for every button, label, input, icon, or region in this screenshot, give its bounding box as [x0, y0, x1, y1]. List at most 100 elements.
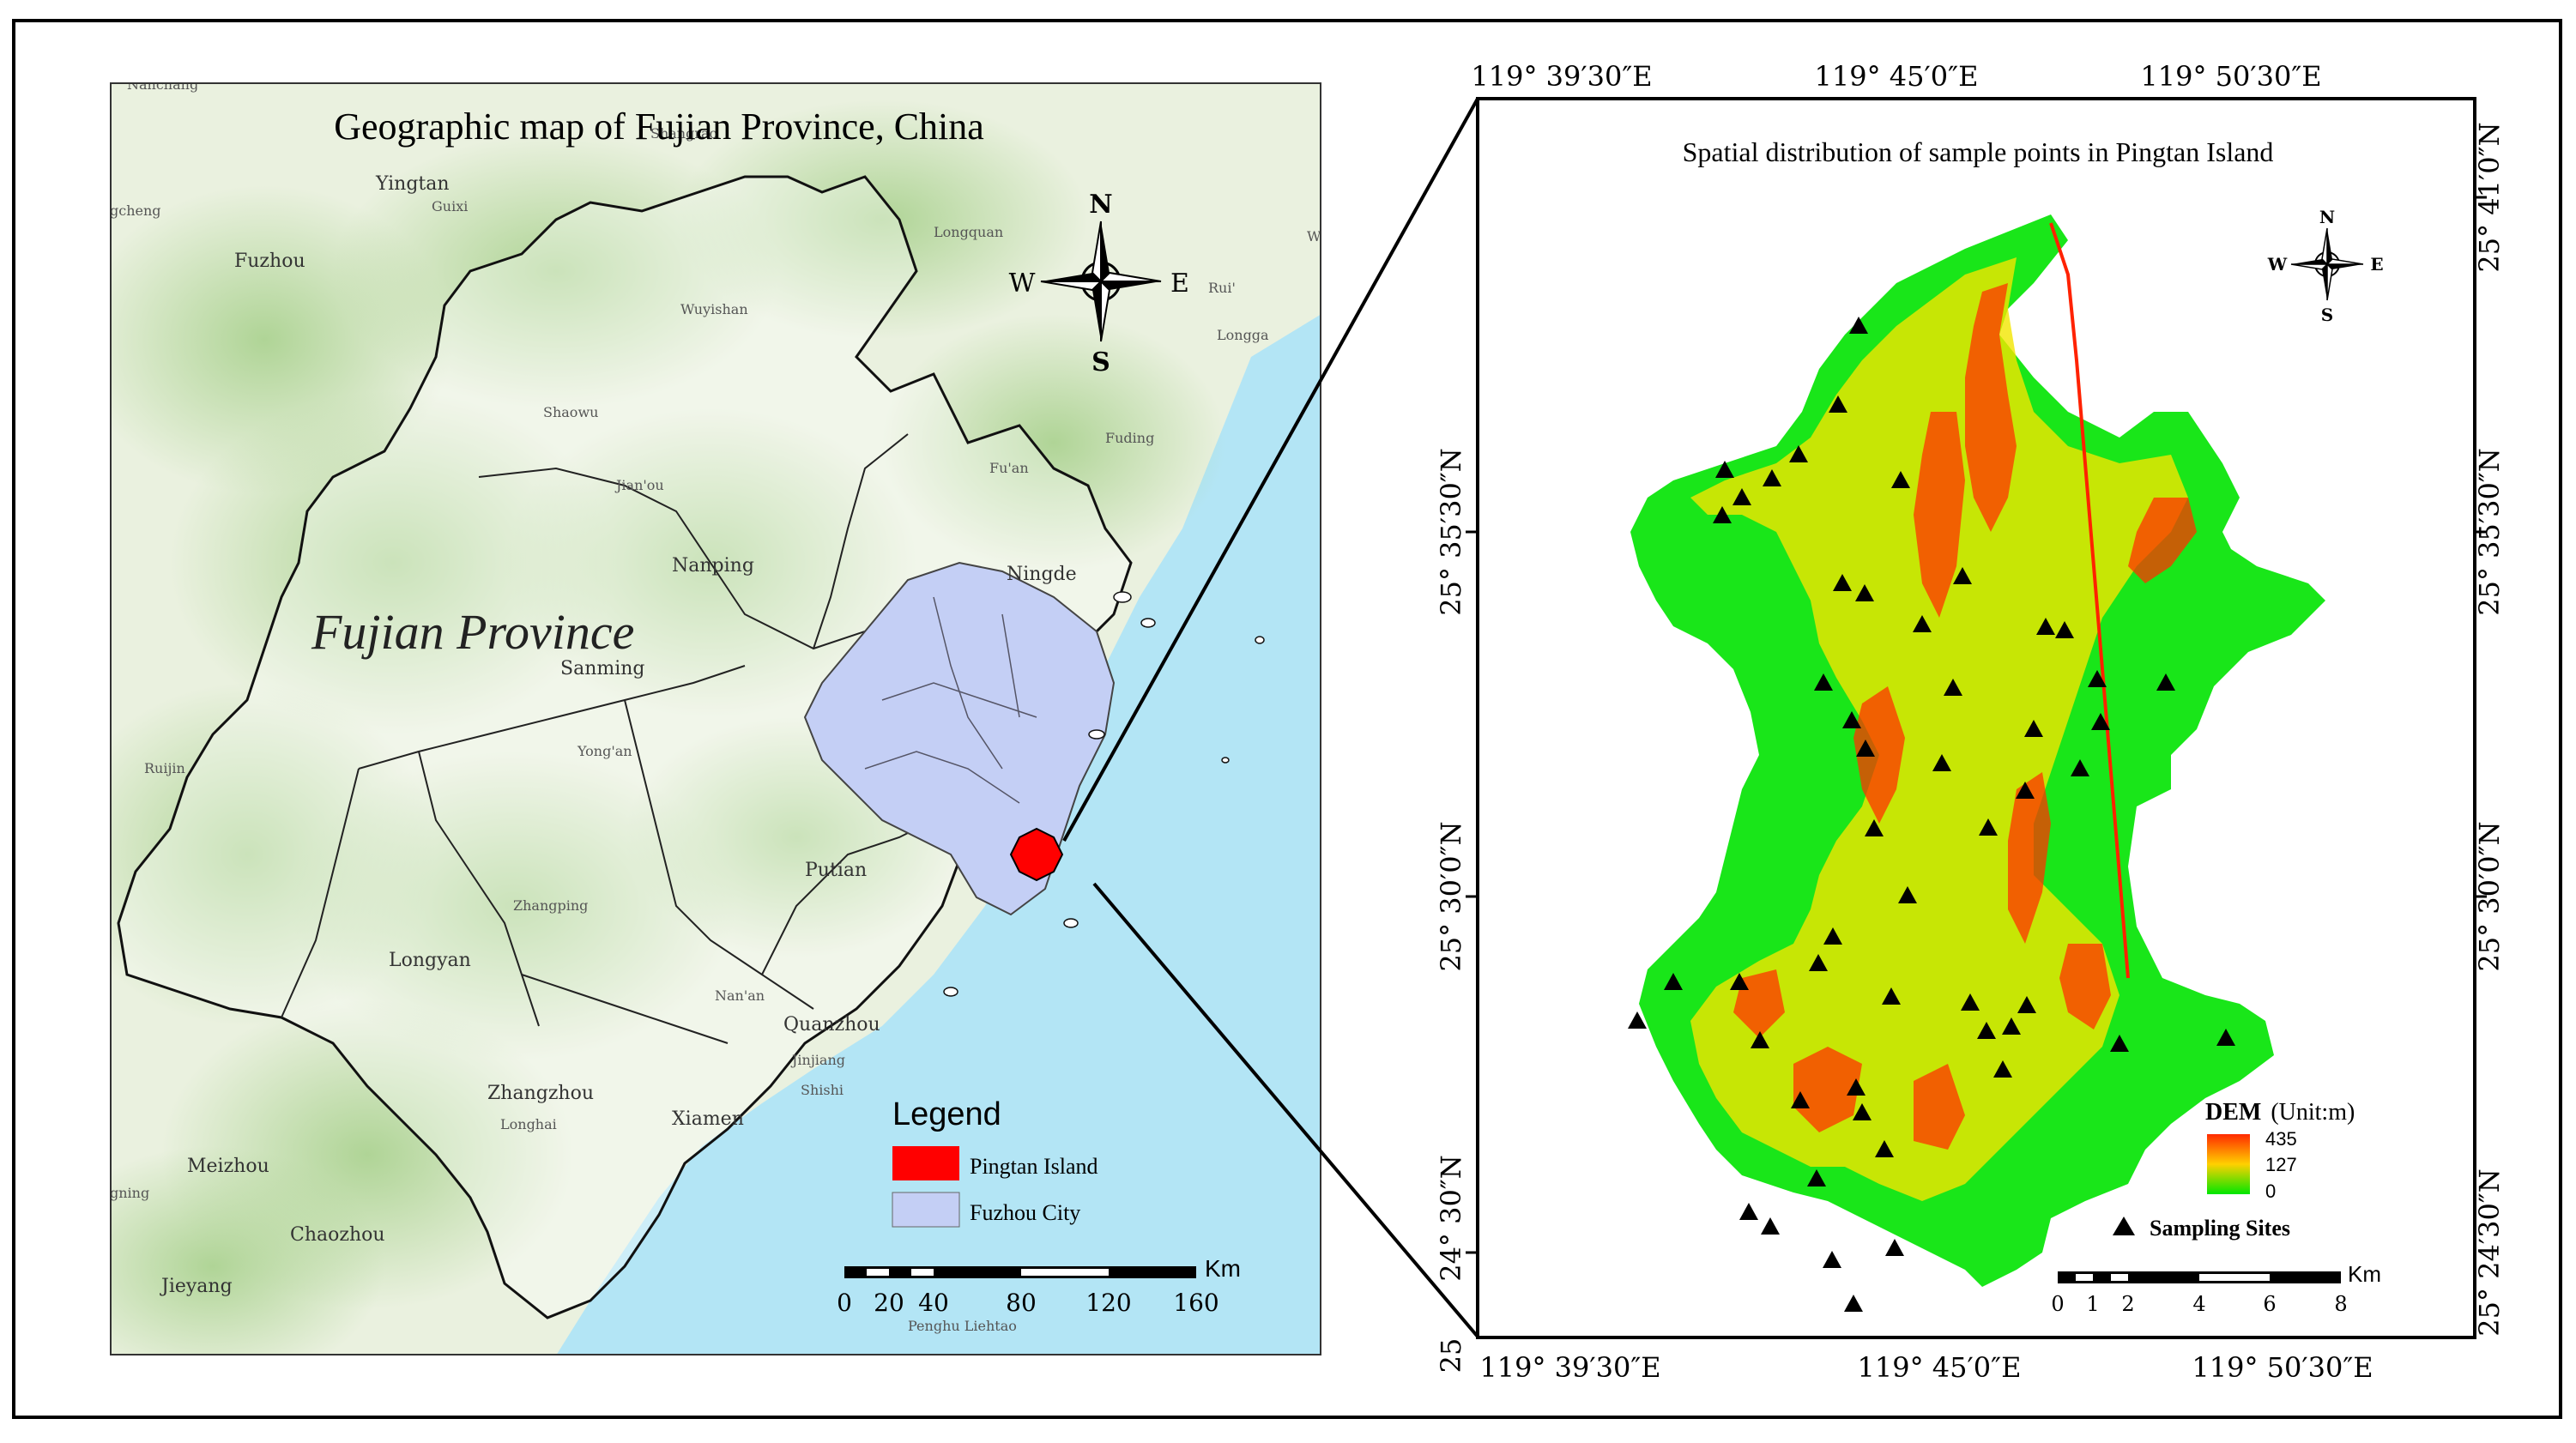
- sampling-sites: [1628, 317, 2235, 1312]
- fujian-map: Yingtan Guixi gcheng Fuzhou Longquan Wuyishan…: [110, 82, 1321, 1355]
- sampling-site-marker: [2002, 1017, 2021, 1035]
- city-label: Zhangping: [513, 897, 588, 914]
- left-legend: Legend Pingtan Island Fuzhou City: [892, 1096, 1098, 1228]
- dem-min: 0: [2265, 1180, 2276, 1202]
- city-label: Wuyishan: [680, 301, 748, 317]
- right-compass: N S E W: [2267, 207, 2384, 325]
- city-label: gcheng: [110, 202, 161, 219]
- city-label: Ruijin: [144, 760, 185, 776]
- right-compass-w: W: [2267, 254, 2288, 275]
- right-scale-tick: 4: [2192, 1292, 2205, 1316]
- prefecture-boundaries: [281, 433, 969, 1044]
- right-axis-label: 25° 24′30″N: [2473, 1168, 2506, 1337]
- city-label: Nanchang: [127, 82, 198, 93]
- city-label: Guixi: [432, 198, 468, 214]
- left-compass-n: N: [1089, 190, 1112, 220]
- right-scale-tick: 2: [2121, 1292, 2134, 1316]
- sampling-site-marker: [1823, 927, 1842, 945]
- sampling-site-marker: [1875, 1140, 1894, 1157]
- left-scale-tick: 0: [837, 1289, 852, 1317]
- city-label: Penghu Liehtao: [908, 1318, 1017, 1334]
- legend-label-fuzhou: Fuzhou City: [970, 1200, 1080, 1225]
- sampling-site-marker: [2055, 621, 2074, 638]
- fujian-boundary: [117, 175, 1133, 1319]
- sampling-site-marker: [1961, 993, 1980, 1011]
- right-scale-tick: 6: [2263, 1292, 2276, 1316]
- sampling-site-marker: [1891, 471, 1910, 488]
- sampling-site-marker: [1761, 1217, 1780, 1235]
- right-scale-tick: 1: [2086, 1292, 2099, 1316]
- bottom-axis-label: 119° 50′30″E: [2192, 1351, 2373, 1384]
- bottom-axis-label: 119° 39′30″E: [1479, 1351, 1660, 1384]
- right-compass-e: E: [2370, 254, 2383, 275]
- channel: [2049, 222, 2130, 979]
- sampling-site-marker: [1730, 973, 1749, 990]
- left-axis-label: 24° 30″N: [1435, 1155, 1467, 1282]
- city-label: Longga: [1217, 327, 1269, 343]
- fuzhou-city-region: [803, 561, 1116, 916]
- top-axis-label: 119° 45′0″E: [1815, 60, 1979, 93]
- legend-swatch-pingtan: [892, 1146, 959, 1180]
- left-scale-bar: Km 0 20 40 80 120 160: [837, 1255, 1241, 1317]
- pingtan-island-left: [1009, 827, 1064, 882]
- sampling-site-marker: [1977, 1022, 1996, 1039]
- sampling-site-marker: [1814, 673, 1833, 691]
- city-label: Longhai: [500, 1116, 557, 1132]
- sampling-site-marker: [1849, 317, 1868, 334]
- right-scale-tick: 8: [2334, 1292, 2347, 1316]
- sampling-site-marker: [1751, 1031, 1769, 1048]
- sampling-site-marker: [1763, 469, 1781, 486]
- sampling-site-marker: [1847, 1078, 1865, 1096]
- left-scale-tick: 120: [1085, 1289, 1131, 1317]
- sampling-site-marker: [1833, 574, 1852, 591]
- left-axis-label: 25° 30′0″N: [1435, 821, 1467, 971]
- bottom-axis-label: 119° 45′0″E: [1858, 1351, 2022, 1384]
- right-scale-tick: 0: [2051, 1292, 2064, 1316]
- left-compass-s: S: [1091, 347, 1110, 377]
- left-scale-tick: 160: [1173, 1289, 1218, 1317]
- dem-mid: 127: [2265, 1154, 2297, 1175]
- sampling-site-marker: [1853, 1103, 1872, 1120]
- sampling-site-marker: [1932, 754, 1951, 771]
- sampling-site-marker: [2156, 673, 2175, 691]
- sampling-site-marker: [1791, 1091, 1810, 1108]
- dem-legend: DEM (Unit:m) 435 127 0: [2205, 1099, 2355, 1202]
- sampling-site-marker: [1807, 1169, 1826, 1186]
- sampling-site-marker: [1913, 615, 1932, 632]
- coastal-islets: [943, 591, 1265, 997]
- left-scale-tick: 80: [1006, 1289, 1037, 1317]
- sampling-site-marker: [2016, 782, 2035, 799]
- legend-label-pingtan: Pingtan Island: [970, 1154, 1098, 1179]
- top-axis-label: 119° 39′30″E: [1471, 60, 1652, 93]
- sampling-site-marker: [1823, 1251, 1841, 1268]
- left-compass-w: W: [1009, 269, 1036, 299]
- sampling-site-marker: [1856, 740, 1875, 757]
- city-label: Ningde: [1007, 564, 1077, 585]
- city-label: Longyan: [389, 950, 471, 971]
- sites-legend-label: Sampling Sites: [2150, 1216, 2290, 1241]
- city-label: Nan'an: [715, 987, 765, 1004]
- city-label: Fuding: [1105, 430, 1154, 446]
- sampling-site-marker: [1898, 886, 1917, 903]
- sampling-site-marker: [2088, 670, 2107, 687]
- city-label: Chaozhou: [290, 1224, 385, 1246]
- sampling-site-marker: [1944, 679, 1962, 696]
- city-label: Fuzhou: [234, 251, 305, 272]
- sampling-site-marker: [1979, 818, 1998, 836]
- city-label: Shishi: [801, 1082, 844, 1098]
- city-label: Jinjiang: [790, 1052, 845, 1068]
- city-label: Putian: [805, 860, 867, 881]
- sampling-site-marker: [1865, 819, 1884, 836]
- sampling-site-marker: [1855, 584, 1874, 601]
- sampling-site-marker: [1809, 954, 1828, 971]
- left-axis-label: 25: [1435, 1338, 1467, 1374]
- sampling-site-marker: [2017, 996, 2036, 1013]
- dem-max: 435: [2265, 1128, 2297, 1150]
- figure-frame: [12, 19, 2562, 1419]
- sampling-site-marker: [1713, 506, 1732, 523]
- sampling-site-marker: [1739, 1203, 1758, 1220]
- left-axis-label: 25° 35′30″N: [1435, 448, 1467, 616]
- city-label: Jieyang: [160, 1276, 233, 1297]
- right-map-title: Spatial distribution of sample points in…: [1683, 136, 2274, 167]
- province-label: Fujian Province: [311, 604, 634, 660]
